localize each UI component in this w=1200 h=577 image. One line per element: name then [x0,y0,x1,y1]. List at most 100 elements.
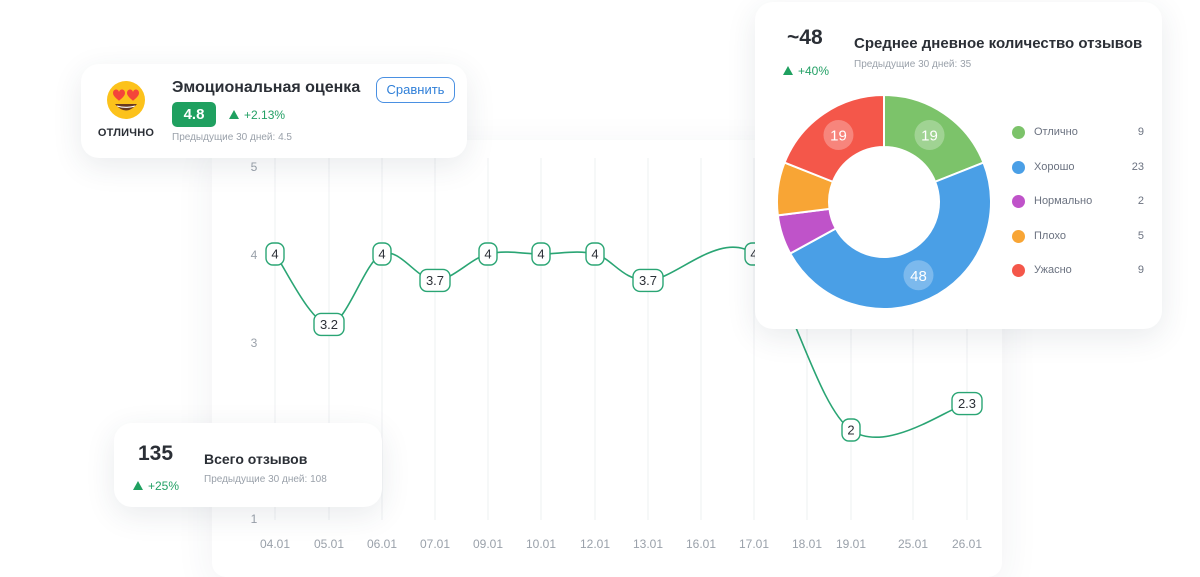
legend-count: 9 [1137,264,1144,276]
data-point [478,242,498,266]
slice-label-bg [914,120,945,151]
x-tick-label: 10.01 [526,537,556,551]
x-tick-label: 05.01 [314,537,344,551]
data-label: 3.7 [419,268,451,293]
legend-count: 9 [1137,126,1144,138]
total-reviews-previous: Предыдущие 30 дней: 108 [204,474,327,485]
series-line [274,246,968,438]
legend-label: Нормально [1034,195,1093,207]
data-label-text: 3.7 [639,273,657,288]
legend-item: Ужасно 9 [1012,262,1144,297]
y-tick-label: 5 [251,160,258,174]
total-reviews-card [114,423,382,507]
data-point [585,242,605,266]
data-label: 4 [531,242,551,266]
data-label-text: 4 [378,247,385,262]
data-label-text: 4 [484,247,491,262]
data-point [632,268,664,293]
x-tick-label: 25.01 [898,537,928,551]
x-tick-label: 19.01 [836,537,866,551]
y-tick-label: 3 [251,336,258,350]
legend-item: Отлично 9 [1012,124,1144,159]
x-tick-label: 06.01 [367,537,397,551]
data-label-text: 4 [591,247,598,262]
data-point [313,312,345,337]
data-label-text: 4 [750,247,757,262]
data-label: 3.2 [313,312,345,337]
daily-average-delta: +40% [783,64,829,78]
legend-color-dot [1012,229,1025,243]
up-arrow-icon [783,66,793,75]
data-label: 4 [265,242,285,266]
data-point [419,268,451,293]
rating-delta-value: +2.13% [244,108,286,122]
data-label: 4 [585,242,605,266]
legend-label: Плохо [1034,229,1066,242]
legend-color-dot [1012,126,1025,139]
legend-label: Хорошо [1034,160,1075,173]
x-tick-label: 13.01 [633,537,663,551]
slice-label-bg [903,260,934,291]
legend-item: Хорошо 23 [1012,159,1144,194]
donut-slice [783,93,885,184]
reviews-donut-chart: 19 48 19 [776,93,992,310]
data-label: 4 [372,242,392,266]
compare-button[interactable]: Сравнить [376,77,455,103]
data-point [841,418,861,442]
legend-color-dot [1012,195,1025,208]
legend-count: 23 [1131,160,1144,173]
x-tick-label: 17.01 [739,537,769,551]
data-label-text: 2 [847,423,854,438]
data-label: 4 [478,242,498,266]
total-reviews-title: Всего отзывов [204,451,308,467]
rating-score-badge: 4.8 [172,102,216,127]
rating-delta: +2.13% [229,108,285,122]
legend-count: 5 [1137,229,1144,242]
legend-color-dot [1012,160,1025,174]
data-point [531,242,551,266]
y-tick-label: 1 [251,512,258,526]
data-label-text: 3.7 [426,273,444,288]
up-arrow-icon [229,110,239,119]
x-tick-label: 18.01 [792,537,822,551]
legend-label: Отлично [1034,126,1078,138]
data-label-text: 4 [537,247,544,262]
legend-count: 2 [1137,195,1144,207]
heart-eyes-emoji-icon [107,81,145,119]
data-label-text: 2.3 [958,396,976,411]
total-reviews-delta: +25% [133,479,179,493]
data-label: 2 [841,418,861,442]
rating-previous: Предыдущие 30 дней: 4.5 [172,132,292,143]
y-tick-label: 4 [251,248,258,262]
data-point [372,242,392,266]
slice-label: 19 [830,128,847,145]
legend-item: Нормально 2 [1012,193,1144,228]
total-reviews-value: 135 [138,442,174,465]
emoji-caption: ОТЛИЧНО [97,127,155,139]
total-reviews-delta-value: +25% [148,479,180,493]
x-tick-label: 26.01 [952,537,982,551]
x-tick-label: 04.01 [260,537,290,551]
daily-average-title: Среднее дневное количество отзывов [854,35,1143,52]
x-tick-label: 09.01 [473,537,503,551]
legend-item: Плохо 5 [1012,228,1144,263]
donut-slice [788,161,992,310]
data-label: 3.7 [632,268,664,293]
slice-label-bg [823,120,854,151]
data-point [951,391,983,416]
legend-color-dot [1012,264,1025,277]
daily-average-previous: Предыдущие 30 дней: 35 [854,59,972,70]
daily-average-value: ~48 [787,26,823,49]
legend-label: Ужасно [1034,264,1072,276]
emotional-rating-title: Эмоциональная оценка [172,79,361,96]
donut-legend: Отлично 9 Хорошо 23 Нормально 2 Плохо 5 Ужасно 9 [1012,124,1144,297]
slice-label: 48 [910,268,927,285]
data-label: 2.3 [951,391,983,416]
data-label-text: 3.2 [320,317,338,332]
x-tick-label: 12.01 [580,537,610,551]
slice-label: 19 [921,128,938,145]
data-point [265,242,285,266]
up-arrow-icon [133,481,143,490]
x-tick-label: 16.01 [686,537,716,551]
